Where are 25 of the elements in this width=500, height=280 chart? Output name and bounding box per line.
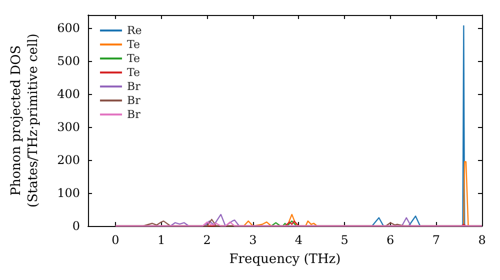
x-tick-label: 3 xyxy=(249,233,257,247)
x-tick-label: 7 xyxy=(432,233,440,247)
y-tick-label: 600 xyxy=(57,21,80,36)
legend-label: Br xyxy=(127,80,142,93)
x-tick-label: 2 xyxy=(203,233,211,247)
x-tick-label: 1 xyxy=(157,233,166,247)
y-tick-label: 0 xyxy=(72,219,80,233)
x-axis-title: Frequency (THz) xyxy=(229,252,341,267)
legend-label: Te xyxy=(127,38,140,51)
y-tick-label: 400 xyxy=(57,87,80,102)
legend-label: Br xyxy=(127,94,142,107)
y-tick-label: 100 xyxy=(57,186,80,200)
x-tick-label: 4 xyxy=(294,233,303,247)
legend-label: Te xyxy=(127,66,140,79)
y-axis-title: Phonon projected DOS (States/THz·primitive cell) xyxy=(9,33,41,208)
x-tick-label: 8 xyxy=(478,233,486,247)
y-tick-label: 500 xyxy=(57,54,80,68)
x-tick-label: 5 xyxy=(340,233,348,247)
y-tick-label: 200 xyxy=(57,153,80,168)
x-tick-label: 0 xyxy=(112,233,120,247)
y-tick-label: 300 xyxy=(57,120,80,134)
legend-label: Te xyxy=(127,52,140,65)
x-tick-label: 6 xyxy=(386,233,394,247)
legend-label: Br xyxy=(127,108,142,121)
legend-label: Re xyxy=(127,24,142,37)
